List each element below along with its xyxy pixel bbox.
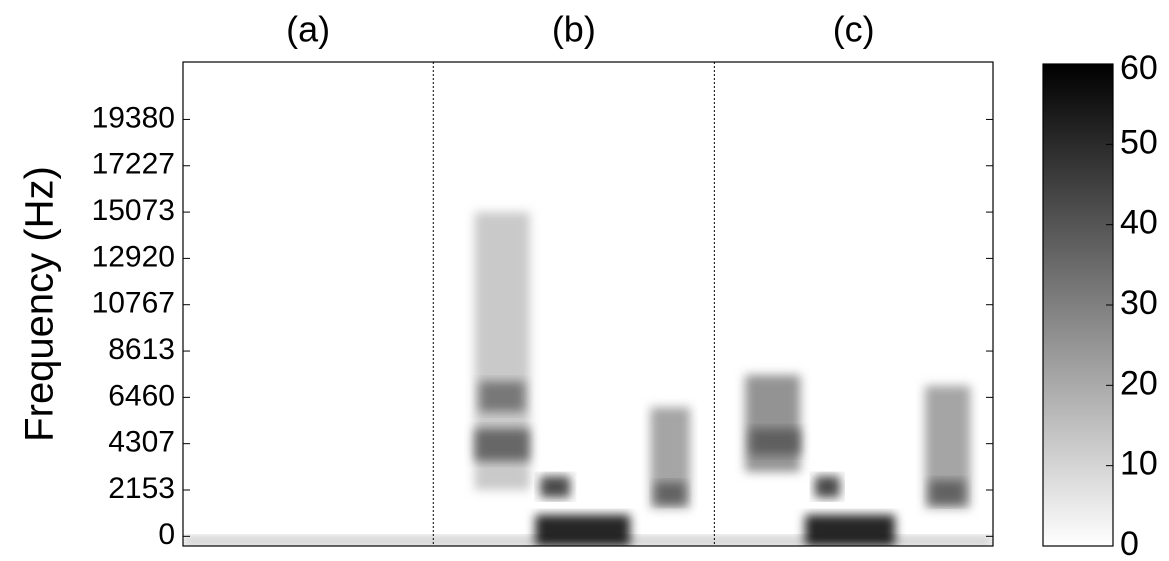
colorbar-tick-label: 50 <box>1120 123 1158 161</box>
energy-region <box>655 482 686 505</box>
colorbar-tick-label: 40 <box>1120 204 1158 242</box>
energy-region <box>929 480 965 505</box>
colorbar <box>1042 63 1114 547</box>
colorbar-tick-label: 20 <box>1120 364 1158 402</box>
colorbar-tick-label: 10 <box>1120 445 1158 483</box>
panel-label: (b) <box>552 9 596 50</box>
colorbar-tick-label: 60 <box>1120 49 1158 87</box>
y-tick-label: 17227 <box>92 148 175 181</box>
energy-region <box>535 514 631 546</box>
y-tick-label: 2153 <box>108 472 175 505</box>
y-tick-label: 8613 <box>108 333 175 366</box>
y-tick-label: 4307 <box>108 426 175 459</box>
energy-region <box>805 514 895 546</box>
y-tick-label: 19380 <box>92 101 175 134</box>
y-tick-label: 0 <box>158 518 175 551</box>
colorbar-tick-label: 30 <box>1120 284 1158 322</box>
colorbar-tick-label: 0 <box>1120 525 1139 561</box>
y-axis-label: Frequency (Hz) <box>18 166 62 442</box>
energy-region <box>745 374 801 472</box>
plot-frame <box>182 61 994 547</box>
energy-region <box>479 381 525 412</box>
y-tick-label: 10767 <box>92 287 175 320</box>
energy-region <box>540 476 571 498</box>
energy-region <box>814 476 840 498</box>
y-tick-label: 12920 <box>92 240 175 273</box>
y-tick-label: 6460 <box>108 379 175 412</box>
panel-label: (c) <box>833 9 875 50</box>
energy-region <box>750 428 801 455</box>
panel-label: (a) <box>286 9 330 50</box>
energy-region <box>474 428 530 462</box>
y-tick-label: 15073 <box>92 194 175 227</box>
